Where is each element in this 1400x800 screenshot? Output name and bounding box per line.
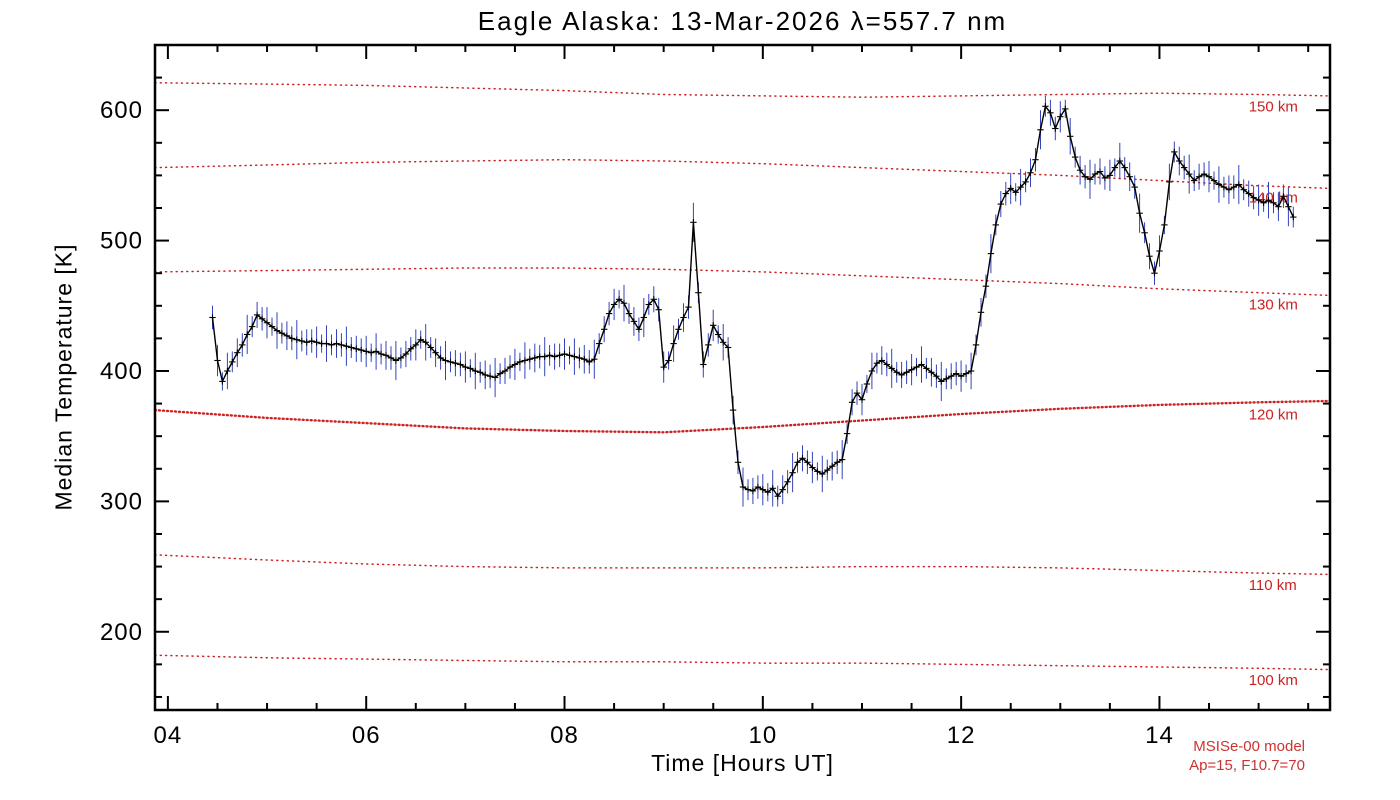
x-tick-label: 14 [1145, 722, 1174, 749]
data-series-line [211, 104, 1294, 498]
plot-frame [153, 43, 1332, 712]
altitude-label-110-km: 110 km [1249, 577, 1297, 594]
y-tick-label: 200 [100, 619, 143, 646]
x-tick-label: 10 [748, 722, 777, 749]
chart-title: Eagle Alaska: 13-Mar-2026 λ=557.7 nm [477, 6, 1008, 36]
y-axis-label: Median Temperature [K] [50, 243, 77, 511]
x-tick-label: 04 [154, 722, 183, 749]
altitude-label-100-km: 100 km [1249, 672, 1298, 689]
model-line-120-km [153, 399, 1332, 434]
x-tick-label: 06 [352, 722, 381, 749]
model-annotation: MSISe-00 model Ap=15, F10.7=70 [1189, 737, 1305, 775]
x-tick-label: 12 [947, 722, 976, 749]
model-annotation-line2: Ap=15, F10.7=70 [1189, 757, 1305, 774]
model-annotation-line1: MSISe-00 model [1193, 738, 1305, 755]
y-tick-label: 300 [100, 488, 143, 515]
temperature-curve [211, 104, 1294, 498]
x-tick-label: 08 [550, 722, 579, 749]
x-axis-label: Time [Hours UT] [651, 750, 834, 776]
altitude-label-120-km: 120 km [1249, 407, 1298, 424]
altitude-label-150-km: 150 km [1249, 98, 1298, 115]
model-line-100-km [154, 654, 1331, 671]
y-tick-label: 400 [100, 358, 143, 385]
altitude-label-130-km: 130 km [1249, 296, 1298, 313]
error-bars [212, 95, 1294, 507]
model-line-140-km [154, 158, 1331, 190]
y-tick-label: 600 [100, 97, 143, 124]
data-markers [209, 103, 1297, 500]
axes: 04 06 08 10 12 14 200 300 400 500 600 [100, 43, 1332, 749]
model-line-110-km [154, 554, 1331, 576]
model-line-150-km [154, 82, 1331, 98]
y-tick-label: 500 [100, 228, 143, 255]
